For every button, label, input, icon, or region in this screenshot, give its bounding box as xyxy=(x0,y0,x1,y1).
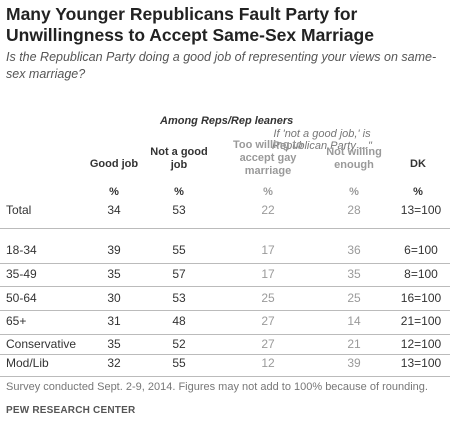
cell-dk: 13=100 xyxy=(400,203,442,217)
row-label: Mod/Lib xyxy=(6,356,49,370)
table-row: 18-34 39 55 17 36 6=100 xyxy=(0,243,450,261)
cell-not-good-job: 52 xyxy=(172,337,186,351)
cell-not-good-job: 48 xyxy=(172,314,186,328)
cell-too-willing: 17 xyxy=(261,267,275,281)
footnote: Survey conducted Sept. 2-9, 2014. Figure… xyxy=(6,381,428,393)
cell-too-willing: 12 xyxy=(261,356,275,370)
col-header-not-good-job: Not a good job xyxy=(150,146,208,171)
row-label: Total xyxy=(6,203,32,217)
source-credit: PEW RESEARCH CENTER xyxy=(6,405,136,416)
pct-cell: % xyxy=(174,186,184,198)
col-header-good-job: Good job xyxy=(89,158,139,170)
cell-too-willing: 25 xyxy=(261,291,275,305)
divider xyxy=(0,228,450,229)
cell-dk: 8=100 xyxy=(404,267,438,281)
cell-good-job: 32 xyxy=(107,356,121,370)
cell-not-good-job: 57 xyxy=(172,267,186,281)
cell-too-willing: 22 xyxy=(261,203,275,217)
cell-good-job: 35 xyxy=(107,267,121,281)
cell-good-job: 34 xyxy=(107,203,121,217)
row-label: 18-34 xyxy=(6,243,37,257)
sub-header: If 'not a good job,' is Republican Party… xyxy=(272,128,372,152)
table-row: 35-49 35 57 17 35 8=100 xyxy=(0,267,450,285)
cell-not-willing: 14 xyxy=(347,314,361,328)
table-row: Total 34 53 22 28 13=100 xyxy=(0,203,450,221)
table-row: Mod/Lib 32 55 12 39 13=100 xyxy=(0,356,450,374)
divider xyxy=(0,286,450,287)
cell-dk: 12=100 xyxy=(400,337,442,351)
cell-dk: 13=100 xyxy=(400,356,442,370)
cell-not-willing: 28 xyxy=(347,203,361,217)
row-label: Conservative xyxy=(6,337,77,351)
row-label: 50-64 xyxy=(6,291,37,305)
cell-too-willing: 27 xyxy=(261,314,275,328)
row-label: 65+ xyxy=(6,314,27,328)
pct-cell: % xyxy=(349,186,359,198)
cell-too-willing: 27 xyxy=(261,337,275,351)
cell-not-good-job: 53 xyxy=(172,203,186,217)
divider xyxy=(0,376,450,377)
cell-dk: 6=100 xyxy=(404,243,438,257)
cell-dk: 16=100 xyxy=(400,291,442,305)
col-header-dk: DK xyxy=(410,158,426,170)
table-row: Conservative 35 52 27 21 12=100 xyxy=(0,337,450,355)
cell-not-good-job: 55 xyxy=(172,356,186,370)
pct-cell: % xyxy=(263,186,273,198)
group-header: Among Reps/Rep leaners xyxy=(160,115,294,127)
cell-not-good-job: 53 xyxy=(172,291,186,305)
cell-not-willing: 36 xyxy=(347,243,361,257)
divider xyxy=(0,310,450,311)
col-header-too-willing: Too willing to accept gay marriage xyxy=(232,139,304,177)
cell-dk: 21=100 xyxy=(400,314,442,328)
cell-good-job: 35 xyxy=(107,337,121,351)
question-subtitle: Is the Republican Party doing a good job… xyxy=(6,50,437,81)
col-header-not-willing: Not willing enough xyxy=(326,146,382,171)
divider xyxy=(0,263,450,264)
cell-not-good-job: 55 xyxy=(172,243,186,257)
pct-cell: % xyxy=(109,186,119,198)
divider xyxy=(0,354,450,355)
cell-good-job: 39 xyxy=(107,243,121,257)
divider xyxy=(0,334,450,335)
cell-too-willing: 17 xyxy=(261,243,275,257)
cell-not-willing: 39 xyxy=(347,356,361,370)
cell-good-job: 31 xyxy=(107,314,121,328)
cell-good-job: 30 xyxy=(107,291,121,305)
cell-not-willing: 35 xyxy=(347,267,361,281)
pct-cell: % xyxy=(413,186,423,198)
cell-not-willing: 25 xyxy=(347,291,361,305)
chart-title: Many Younger Republicans Fault Party for… xyxy=(6,4,374,45)
table-row: 50-64 30 53 25 25 16=100 xyxy=(0,291,450,309)
cell-not-willing: 21 xyxy=(347,337,361,351)
table-row: 65+ 31 48 27 14 21=100 xyxy=(0,314,450,332)
row-label: 35-49 xyxy=(6,267,37,281)
